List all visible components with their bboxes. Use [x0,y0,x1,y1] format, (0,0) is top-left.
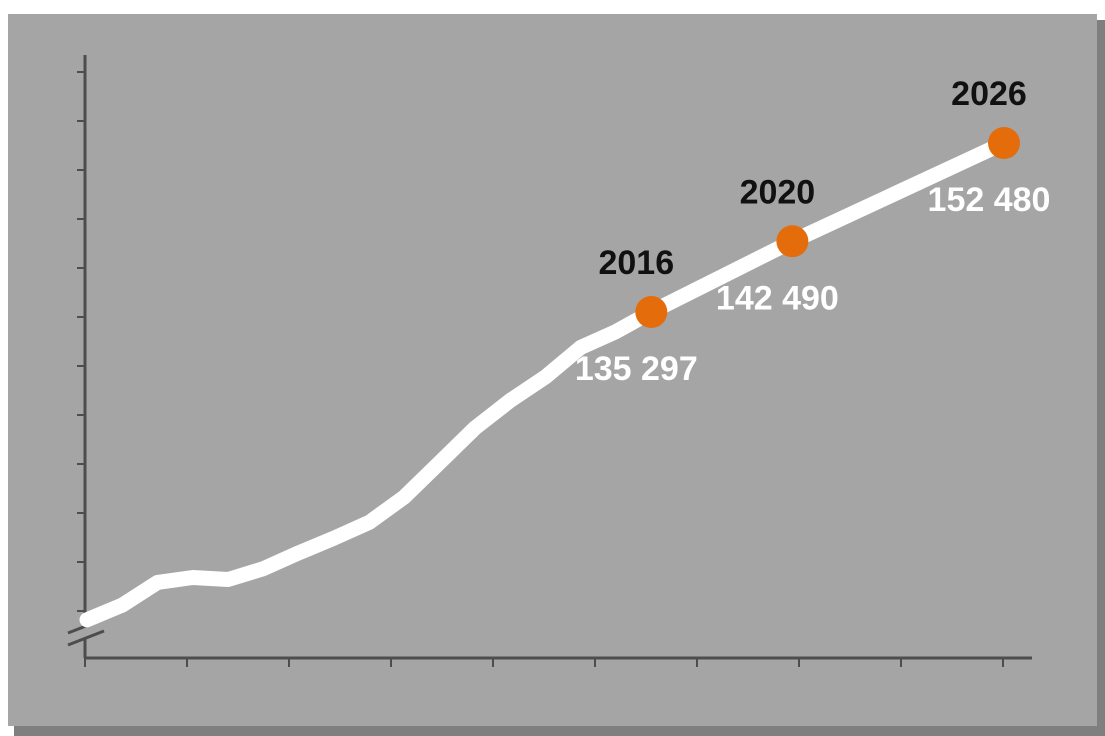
highlight-year-label: 2016 [598,244,674,282]
highlight-year-label: 2026 [951,75,1027,113]
highlight-marker [776,225,809,258]
highlight-marker [635,296,668,328]
highlight-year-label: 2020 [740,173,816,211]
highlight-value-label: 135 297 [575,350,698,388]
highlight-marker [988,127,1020,159]
series-line [79,135,1012,628]
highlight-value-label: 142 490 [716,279,839,317]
axis-break-mark [67,629,105,647]
highlight-value-label: 152 480 [928,181,1051,219]
